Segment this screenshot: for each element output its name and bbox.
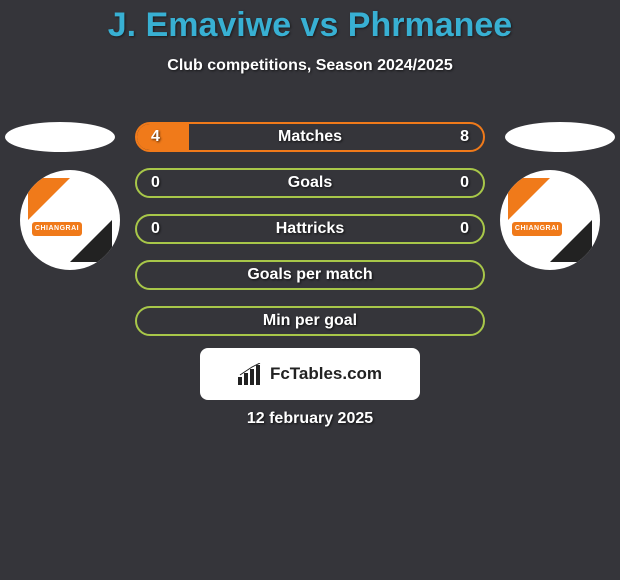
stat-row: Min per goal (135, 306, 485, 336)
club-badge-right-text: CHIANGRAI (512, 222, 562, 236)
stat-left-value: 4 (151, 128, 160, 146)
stat-left-value: 0 (151, 174, 160, 192)
stat-left-value: 0 (151, 220, 160, 238)
stat-right-value: 8 (460, 128, 469, 146)
date-label: 12 february 2025 (0, 410, 620, 428)
player-photo-placeholder-left (5, 122, 115, 152)
stat-row: Goals per match (135, 260, 485, 290)
attribution-icon (238, 363, 264, 385)
stat-label: Hattricks (276, 220, 344, 238)
stat-label: Goals (288, 174, 332, 192)
stat-label: Goals per match (247, 266, 372, 284)
stat-label: Matches (278, 128, 342, 146)
stat-row-fill (137, 124, 189, 150)
stat-label: Min per goal (263, 312, 357, 330)
stats-container: 4 Matches 8 0 Goals 0 0 Hattricks 0 Goals per mat… (135, 122, 485, 352)
stat-row: 0 Hattricks 0 (135, 214, 485, 244)
club-badge-right: CHIANGRAI (500, 170, 600, 270)
player-photo-placeholder-right (505, 122, 615, 152)
attribution-text: FcTables.com (270, 364, 382, 384)
subtitle: Club competitions, Season 2024/2025 (0, 57, 620, 75)
page-title: J. Emaviwe vs Phrmanee (0, 0, 620, 45)
stat-right-value: 0 (460, 174, 469, 192)
stat-right-value: 0 (460, 220, 469, 238)
attribution-badge: FcTables.com (200, 348, 420, 400)
stat-row: 4 Matches 8 (135, 122, 485, 152)
club-badge-left: CHIANGRAI (20, 170, 120, 270)
club-badge-left-text: CHIANGRAI (32, 222, 82, 236)
stat-row: 0 Goals 0 (135, 168, 485, 198)
